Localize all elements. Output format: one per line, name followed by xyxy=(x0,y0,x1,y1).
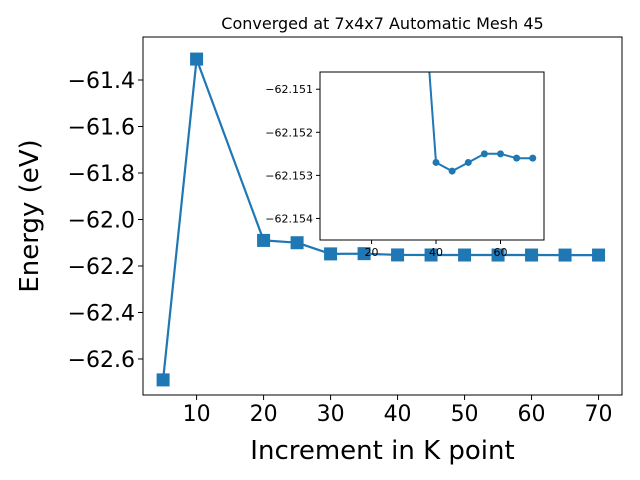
data-point xyxy=(558,248,572,262)
inset-series xyxy=(428,72,537,175)
data-point xyxy=(480,150,488,158)
inset-plot-frame xyxy=(319,71,545,241)
data-point xyxy=(458,248,472,262)
y-tick-label: −62.152 xyxy=(265,126,313,139)
x-tick-label: 10 xyxy=(183,402,211,427)
data-point xyxy=(496,150,504,158)
y-tick-label: −62.153 xyxy=(265,169,313,182)
x-tick-label: 60 xyxy=(518,402,546,427)
data-point xyxy=(464,158,472,166)
x-tick-label: 50 xyxy=(451,402,479,427)
main-plot-area: 10 20 30 40 50 60 70 −62.6 −62.4 −62.2 −62.0 −61.8 −… xyxy=(68,36,623,427)
data-point xyxy=(290,236,304,250)
data-point xyxy=(324,247,338,261)
y-tick-label: −62.6 xyxy=(68,348,135,373)
data-point xyxy=(190,52,204,66)
main-series xyxy=(156,52,606,387)
y-tick-label: −62.0 xyxy=(68,208,135,233)
y-tick-label: −62.154 xyxy=(265,212,313,225)
inset-axes: 20 40 60 −62.154 −62.153 −62.152 −62.151 xyxy=(265,83,507,259)
main-plot-frame xyxy=(142,36,623,396)
x-tick-label: 30 xyxy=(317,402,345,427)
x-tick-label: 40 xyxy=(429,246,443,259)
y-tick-label: −62.2 xyxy=(68,255,135,280)
y-axis-label: Energy (eV) xyxy=(15,139,45,292)
main-axes: 10 20 30 40 50 60 70 −62.6 −62.4 −62.2 −62.0 −61.8 −… xyxy=(68,69,613,427)
data-point xyxy=(424,248,438,262)
data-point xyxy=(357,247,371,261)
data-point xyxy=(391,248,405,262)
data-point xyxy=(525,248,539,262)
y-tick-label: −62.151 xyxy=(265,83,313,96)
y-tick-label: −61.4 xyxy=(68,69,135,94)
y-tick-label: −62.4 xyxy=(68,301,135,326)
y-tick-label: −61.6 xyxy=(68,115,135,140)
x-axis-label: Increment in K point xyxy=(250,436,514,466)
data-point xyxy=(156,373,170,387)
chart-title: Converged at 7x4x7 Automatic Mesh 45 xyxy=(221,14,543,33)
x-tick-label: 20 xyxy=(365,246,379,259)
data-point xyxy=(448,167,456,175)
x-tick-label: 20 xyxy=(250,402,278,427)
data-point xyxy=(513,154,521,162)
data-point xyxy=(529,154,537,162)
y-tick-label: −61.8 xyxy=(68,162,135,187)
inset-plot-area: 20 40 60 −62.154 −62.153 −62.152 −62.151 xyxy=(265,71,545,259)
data-point xyxy=(491,248,505,262)
data-point xyxy=(592,248,606,262)
x-tick-label: 40 xyxy=(384,402,412,427)
x-tick-label: 60 xyxy=(493,246,507,259)
data-point xyxy=(257,233,271,247)
x-tick-label: 70 xyxy=(585,402,613,427)
data-point xyxy=(432,158,440,166)
